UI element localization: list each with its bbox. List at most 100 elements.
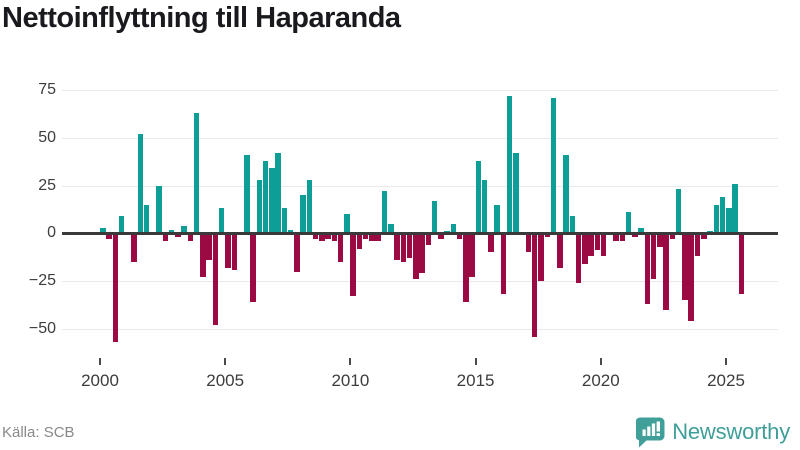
bar-2001q3 [137, 133, 144, 234]
bar-2008q4 [319, 233, 325, 241]
bar-2000q3 [112, 233, 118, 343]
bar-2007q4 [294, 233, 300, 272]
bar-2005q2 [231, 233, 237, 270]
bar-2020q1 [600, 233, 607, 257]
bar-2021q2 [632, 233, 638, 238]
bar-2018q4 [569, 216, 575, 234]
bar-2014q1 [450, 223, 457, 234]
bar-2025q2 [732, 183, 738, 234]
bar-2009q3 [337, 233, 344, 262]
bar-2022q1 [650, 233, 657, 280]
bar-2023q4 [694, 233, 701, 257]
bar-2000q4 [118, 216, 125, 234]
y-axis-label--25: −25 [28, 272, 56, 290]
bar-2007q2 [281, 208, 287, 234]
bar-2007q1 [275, 153, 281, 234]
bar-2018q3 [563, 154, 569, 234]
chart-title: Nettoinflyttning till Haparanda [2, 2, 401, 34]
bar-2015q2 [481, 179, 488, 234]
bar-2014q3 [463, 233, 469, 303]
x-axis-label-2020: 2020 [581, 371, 620, 390]
bar-2024q1 [701, 233, 707, 239]
x-axis-label-2005: 2005 [206, 371, 245, 390]
bar-2013q3 [438, 233, 444, 239]
y-axis-label-50: 50 [38, 128, 56, 146]
bar-2022q4 [669, 233, 676, 239]
bar-2012q2 [406, 233, 413, 259]
bar-2021q4 [644, 233, 651, 305]
newsworthy-icon [636, 417, 665, 447]
bar-2015q1 [475, 160, 482, 234]
gridline-y--25 [62, 281, 778, 283]
bar-2006q3 [262, 160, 269, 234]
bar-2004q4 [218, 208, 225, 234]
bar-2022q2 [657, 233, 663, 247]
bar-2005q1 [225, 233, 231, 268]
x-axis-label-2000: 2000 [81, 371, 119, 390]
bar-2021q1 [625, 212, 632, 234]
bar-2003q2 [181, 225, 187, 234]
bar-2018q2 [557, 233, 563, 268]
bar-2010q4 [369, 233, 375, 241]
bar-2016q3 [513, 153, 519, 234]
bar-2005q4 [244, 154, 250, 234]
bar-2002q2 [156, 185, 162, 234]
bar-2008q2 [306, 179, 313, 234]
bar-2019q4 [594, 233, 600, 251]
x-axis-label-2025: 2025 [707, 371, 745, 390]
bar-2003q1 [175, 233, 181, 238]
bar-2015q4 [494, 204, 500, 234]
bar-2019q1 [575, 233, 582, 283]
bar-2009q4 [344, 214, 350, 234]
newsworthy-logo: Newsworthy [636, 416, 790, 448]
bar-2012q1 [400, 233, 406, 262]
bar-2023q2 [682, 233, 688, 301]
y-axis-label-0: 0 [47, 224, 56, 242]
bar-2006q4 [269, 168, 275, 234]
bar-2001q2 [131, 233, 137, 262]
bar-2009q2 [331, 233, 338, 241]
y-axis-label-25: 25 [38, 176, 56, 194]
bar-2016q2 [506, 95, 513, 234]
zero-line [62, 231, 778, 235]
bar-2024q3 [713, 204, 719, 234]
bar-2001q4 [143, 204, 150, 234]
x-axis-tick-2010 [349, 358, 352, 365]
bar-2017q3 [538, 233, 544, 282]
bar-2017q4 [544, 233, 550, 238]
bar-2007q3 [287, 229, 294, 234]
bar-2025q3 [738, 233, 744, 295]
x-axis-label-2010: 2010 [331, 371, 370, 390]
bar-2010q1 [350, 233, 356, 297]
bar-2006q2 [256, 179, 262, 234]
bar-2017q1 [525, 233, 532, 253]
bar-2019q2 [582, 233, 588, 264]
bar-2002q4 [168, 229, 175, 234]
bar-2017q2 [531, 233, 538, 337]
x-axis-tick-2020 [599, 358, 602, 365]
bar-2012q4 [419, 233, 425, 274]
bar-2013q1 [425, 233, 431, 245]
bar-2020q4 [619, 233, 626, 241]
gridline-y-50 [62, 137, 778, 139]
x-axis-tick-2025 [725, 358, 727, 365]
bar-2011q2 [381, 191, 388, 234]
bar-2023q1 [675, 189, 682, 234]
bar-2011q4 [394, 233, 400, 261]
bar-2004q2 [206, 233, 212, 261]
bar-2004q1 [200, 233, 206, 278]
y-axis-label--50: −50 [28, 320, 56, 337]
bar-2006q1 [250, 233, 256, 303]
x-axis-tick-2000 [99, 358, 101, 365]
bar-2012q3 [413, 233, 419, 280]
bar-2014q4 [469, 233, 475, 278]
bar-2010q3 [362, 233, 369, 239]
bar-2016q1 [500, 233, 507, 295]
bar-2025q1 [726, 208, 732, 234]
bar-2008q1 [300, 195, 306, 234]
bar-2011q1 [375, 233, 381, 241]
gridline-y-75 [62, 89, 778, 91]
bar-2003q4 [193, 112, 200, 234]
bar-2000q2 [106, 233, 112, 239]
